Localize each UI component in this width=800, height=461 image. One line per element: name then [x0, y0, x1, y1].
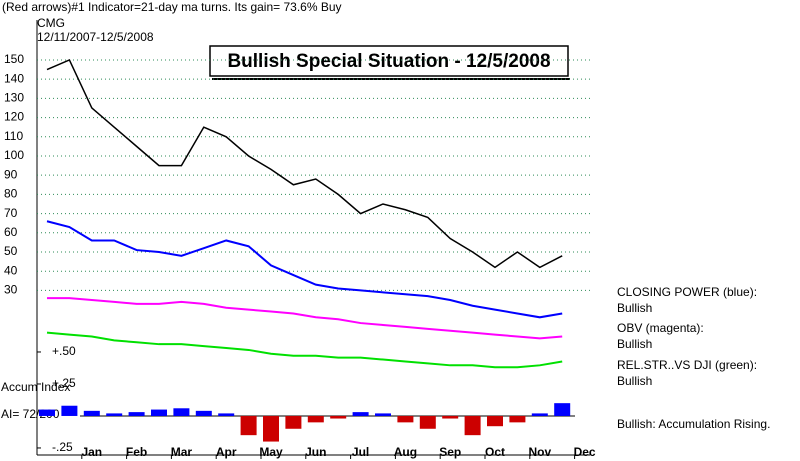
accum-bar — [307, 415, 324, 423]
y-tick-label: 120 — [4, 110, 24, 124]
y2-tick-label: -.25 — [52, 440, 73, 454]
accum-bar — [285, 415, 302, 429]
accum-bar — [397, 415, 414, 423]
legend-label: OBV (magenta): — [617, 321, 704, 335]
x-tick-label: Dec — [574, 445, 596, 459]
y-tick-label: 30 — [4, 283, 18, 297]
accum-bar — [61, 405, 78, 416]
y-tick-label: 70 — [4, 206, 18, 220]
y-tick-label: 130 — [4, 91, 24, 105]
legend-label: CLOSING POWER (blue): — [617, 285, 757, 299]
legend-status: Bullish — [617, 374, 652, 388]
y-tick-label: 40 — [4, 263, 18, 277]
y2-tick-label: +.25 — [52, 376, 76, 390]
x-tick-label: Nov — [528, 445, 551, 459]
x-tick-label: Sep — [439, 445, 461, 459]
accum-bar — [173, 408, 190, 416]
x-tick-label: Feb — [126, 445, 147, 459]
accum-bar — [39, 409, 55, 416]
accum-bar — [106, 413, 123, 416]
series-line — [47, 297, 563, 340]
y-tick-label: 100 — [4, 148, 24, 162]
accum-bar — [509, 415, 526, 423]
series-line — [46, 58, 563, 269]
accum-bar — [263, 415, 279, 442]
symbol: CMG — [37, 16, 65, 30]
accum-bar — [375, 413, 391, 416]
y2-tick-label: +.50 — [52, 344, 76, 358]
x-tick-label: Jan — [81, 445, 102, 459]
accum-bar — [464, 415, 481, 436]
accum-bar — [218, 413, 235, 416]
title-box — [209, 45, 569, 77]
accum-bar — [240, 415, 257, 436]
accum-bar — [419, 415, 436, 429]
y-tick-label: 140 — [4, 71, 24, 85]
y-tick-label: 110 — [4, 129, 23, 143]
accum-bar — [531, 413, 548, 416]
chart-title: Bullish Special Situation - 12/5/2008 — [227, 51, 550, 72]
x-tick-label: Apr — [216, 445, 237, 459]
legend-status: Bullish: Accumulation Rising. — [617, 417, 770, 431]
accum-bar — [554, 403, 571, 416]
accum-bar — [151, 409, 167, 416]
x-tick-label: Jun — [305, 445, 326, 459]
accum-label: Accum Index — [1, 380, 70, 394]
series-line — [46, 331, 563, 369]
x-tick-label: Oct — [485, 445, 505, 459]
x-tick-label: Jul — [352, 445, 369, 459]
legend-status: Bullish — [617, 301, 652, 315]
y-tick-label: 50 — [4, 244, 18, 258]
series-line — [46, 220, 563, 319]
accum-bar — [487, 415, 503, 427]
legend-label: REL.STR..VS DJI (green): — [617, 358, 757, 372]
y-tick-label: 90 — [4, 167, 18, 181]
accum-bar — [83, 410, 100, 416]
accum-bar — [352, 412, 369, 416]
subtitle: 12/11/2007-12/5/2008 — [37, 30, 154, 44]
accum-bar — [442, 415, 459, 419]
legend-status: Bullish — [617, 337, 652, 351]
accum-bar — [195, 410, 212, 416]
y-tick-label: 80 — [4, 187, 18, 201]
x-tick-label: Mar — [171, 445, 193, 459]
y-tick-label: 60 — [4, 225, 18, 239]
accum-bar — [128, 412, 145, 416]
header: (Red arrows)#1 Indicator=21-day ma turns… — [2, 0, 342, 14]
x-tick-label: Aug — [394, 445, 417, 459]
accum-bar — [330, 415, 347, 419]
y-tick-label: 150 — [4, 52, 24, 66]
x-tick-label: May — [259, 445, 283, 459]
